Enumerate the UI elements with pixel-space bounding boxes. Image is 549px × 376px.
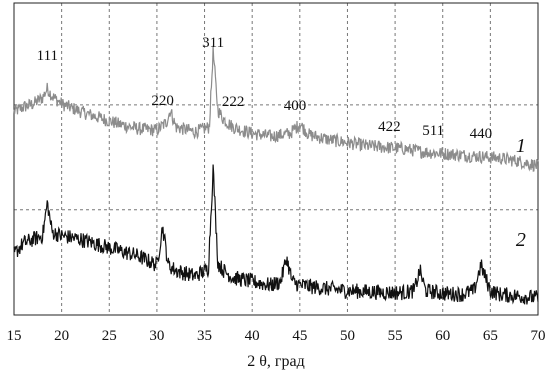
peak-label-422: 422 xyxy=(378,119,401,135)
curve-label-2: 2 xyxy=(516,229,526,251)
peak-label-440: 440 xyxy=(470,126,493,142)
x-tick-label-50: 50 xyxy=(340,328,355,344)
x-tick-label-35: 35 xyxy=(197,328,212,344)
x-tick-label-70: 70 xyxy=(531,328,546,344)
x-tick-label-65: 65 xyxy=(483,328,498,344)
series-line-2 xyxy=(13,164,539,305)
plot-frame xyxy=(13,2,539,316)
peak-label-222: 222 xyxy=(222,94,245,110)
series-group: 12 xyxy=(13,45,539,305)
x-axis-title: 2 θ, град xyxy=(247,353,304,370)
x-tick-label-60: 60 xyxy=(435,328,450,344)
peak-label-111: 111 xyxy=(37,48,58,64)
x-tick-label-45: 45 xyxy=(292,328,307,344)
x-tick-label-30: 30 xyxy=(149,328,164,344)
peak-labels: 111 220 311 222 400 422 511 440 xyxy=(37,35,492,142)
peak-label-511: 511 xyxy=(422,123,444,139)
x-tick-label-25: 25 xyxy=(102,328,117,344)
curve-label-1: 1 xyxy=(516,135,526,157)
x-tick-label-40: 40 xyxy=(245,328,260,344)
x-tick-label-55: 55 xyxy=(388,328,403,344)
peak-label-400: 400 xyxy=(284,98,307,114)
series-line-1 xyxy=(13,45,539,172)
x-tick-labels: 15 20 25 30 35 40 45 50 55 60 65 70 xyxy=(7,328,546,344)
peak-label-220: 220 xyxy=(151,93,174,109)
peak-label-311: 311 xyxy=(202,35,224,51)
x-tick-label-20: 20 xyxy=(54,328,69,344)
x-tick-label-15: 15 xyxy=(7,328,22,344)
